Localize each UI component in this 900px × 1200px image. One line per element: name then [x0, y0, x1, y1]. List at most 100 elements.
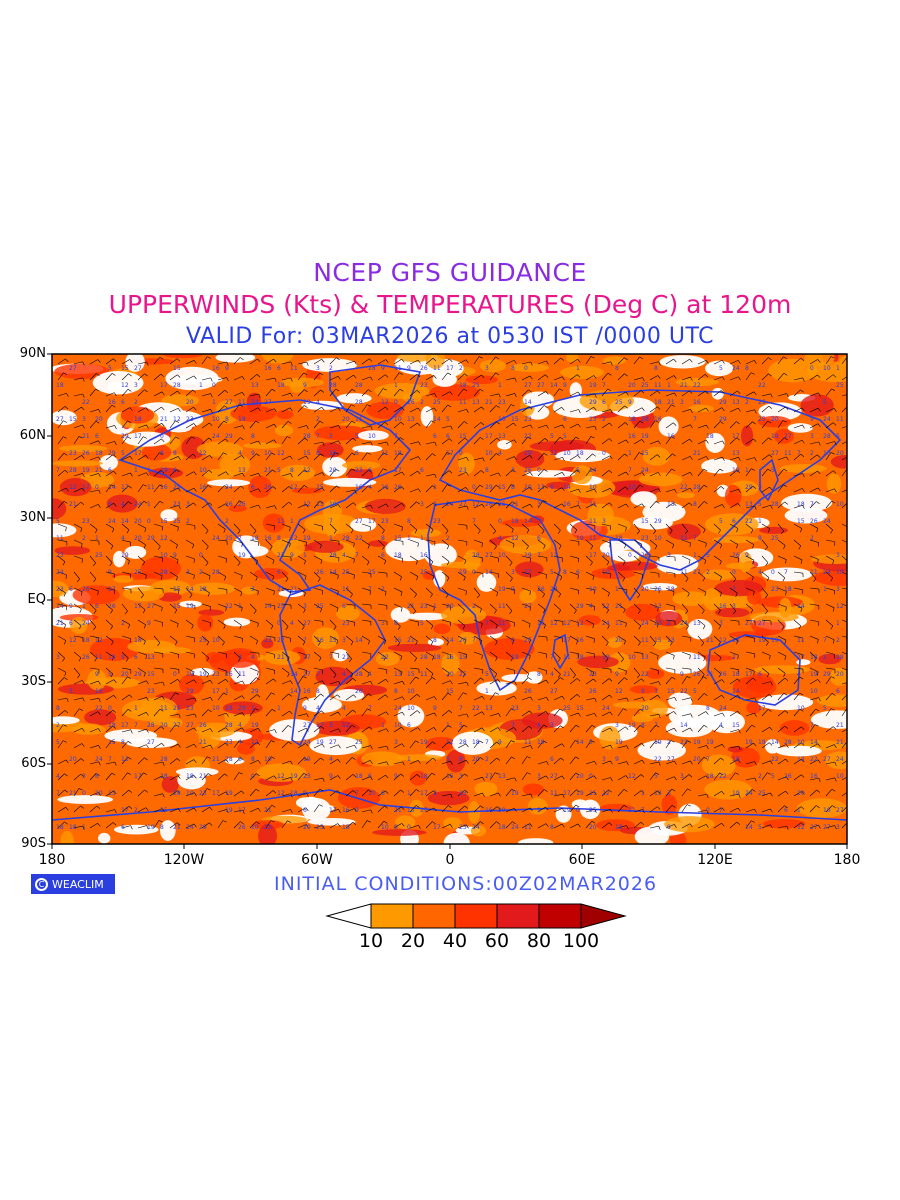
wind-barb: [585, 488, 595, 493]
temperature-mark: 0: [160, 433, 164, 440]
shade-patch: [703, 588, 721, 611]
wind-barb-flag: [738, 457, 741, 461]
temperature-mark: 28: [160, 756, 168, 763]
temperature-mark: 3: [667, 552, 671, 559]
wind-barb: [441, 502, 450, 509]
wind-barb: [57, 571, 67, 576]
wind-barb: [89, 587, 99, 592]
wind-barb: [537, 571, 547, 575]
wind-barb-flag: [418, 488, 421, 493]
temperature-mark: 27: [134, 365, 142, 372]
wind-barb: [809, 407, 819, 413]
temperature-mark: 8: [56, 705, 60, 712]
temperature-mark: 16: [355, 484, 363, 491]
temperature-mark: 4: [238, 722, 242, 729]
wind-barb: [265, 555, 275, 561]
shade-patch: [612, 701, 653, 709]
wind-barb-flag: [193, 423, 197, 427]
shade-patch: [705, 432, 725, 453]
wind-barb-flag: [529, 504, 533, 508]
wind-barb: [73, 571, 80, 580]
temperature-mark: 20: [576, 773, 584, 780]
wind-barb: [217, 377, 227, 381]
wind-barb: [329, 425, 339, 429]
wind-barb: [249, 453, 257, 461]
temperature-mark: 9: [680, 671, 684, 678]
wind-barb-flag: [210, 409, 213, 413]
temperature-mark: 15: [576, 705, 584, 712]
wind-barb: [745, 485, 754, 493]
wind-barb: [169, 407, 179, 413]
wind-barb: [809, 359, 818, 365]
wind-barb-flag: [831, 500, 836, 504]
temperature-mark: 10: [589, 484, 597, 491]
wind-barb-flag: [290, 473, 293, 478]
temperature-mark: 20: [641, 705, 649, 712]
wind-barb-flag: [98, 456, 101, 461]
temperature-mark: 26: [82, 586, 90, 593]
temperature-mark: 29: [576, 603, 584, 610]
legend-arrow-high: [580, 903, 627, 929]
wind-barb: [73, 501, 82, 509]
wind-barb: [153, 571, 163, 576]
temperature-mark: 16: [381, 484, 389, 491]
wind-barb-flag: [770, 505, 773, 509]
temperature-mark: 16: [485, 807, 493, 814]
wind-barb: [121, 539, 131, 543]
temperature-mark: 2: [758, 773, 762, 780]
temperature-mark: 24: [602, 620, 610, 627]
wind-barb: [409, 501, 417, 509]
temperature-mark: 1: [836, 620, 840, 627]
temperature-mark: 8: [394, 620, 398, 627]
wind-barb-flag: [674, 392, 677, 397]
lon-label-120e: 120E: [697, 852, 733, 868]
wind-barb: [793, 523, 802, 529]
wind-barb: [649, 454, 658, 461]
shade-patch: [672, 591, 710, 606]
temperature-mark: 1: [134, 705, 138, 712]
wind-barb: [233, 455, 242, 461]
wind-barb: [457, 373, 465, 381]
wind-barb-flag: [689, 502, 693, 506]
temperature-mark: 23: [654, 620, 662, 627]
wind-barb-flag: [641, 503, 645, 508]
shade-patch: [637, 740, 686, 761]
wind-barb: [393, 571, 402, 578]
temperature-mark: 5: [693, 688, 697, 695]
south-america-outline: [279, 584, 386, 747]
wind-barb-flag: [720, 544, 723, 549]
shade-patch: [368, 540, 388, 547]
wind-barb-flag: [399, 576, 402, 581]
temperature-mark: 16: [316, 637, 324, 644]
temperature-mark: 11: [381, 450, 389, 457]
shade-patch: [433, 570, 446, 588]
shade-patch: [92, 371, 144, 395]
wind-barb: [665, 502, 674, 509]
wind-barb-flag: [641, 439, 645, 443]
wind-barb: [505, 555, 513, 563]
temperature-mark: 1: [134, 467, 138, 474]
wind-barb-flag: [673, 375, 677, 379]
temperature-mark: 19: [290, 773, 298, 780]
shade-patch: [646, 668, 665, 679]
wind-barb: [345, 571, 355, 576]
wind-barb: [153, 555, 163, 559]
wind-barb-flag: [657, 375, 661, 379]
wind-barb: [777, 373, 785, 381]
temperature-mark: 13: [251, 382, 259, 389]
temperature-mark: 17: [121, 484, 129, 491]
wind-barb-flag: [752, 544, 755, 549]
wind-barb-flag: [174, 609, 178, 614]
wind-barb: [793, 504, 803, 509]
wind-barb-flag: [689, 472, 693, 476]
wind-barb-flag: [850, 488, 852, 491]
wind-barb: [553, 472, 563, 477]
wind-barb: [809, 487, 819, 493]
shade-patch: [215, 400, 240, 424]
temperature-mark: 8: [121, 739, 125, 746]
temperature-mark: 8: [706, 705, 710, 712]
wind-barb: [89, 489, 99, 493]
wind-barb-flag: [816, 501, 820, 505]
temperature-mark: 24: [446, 501, 454, 508]
temperature-mark: 10: [264, 450, 272, 457]
